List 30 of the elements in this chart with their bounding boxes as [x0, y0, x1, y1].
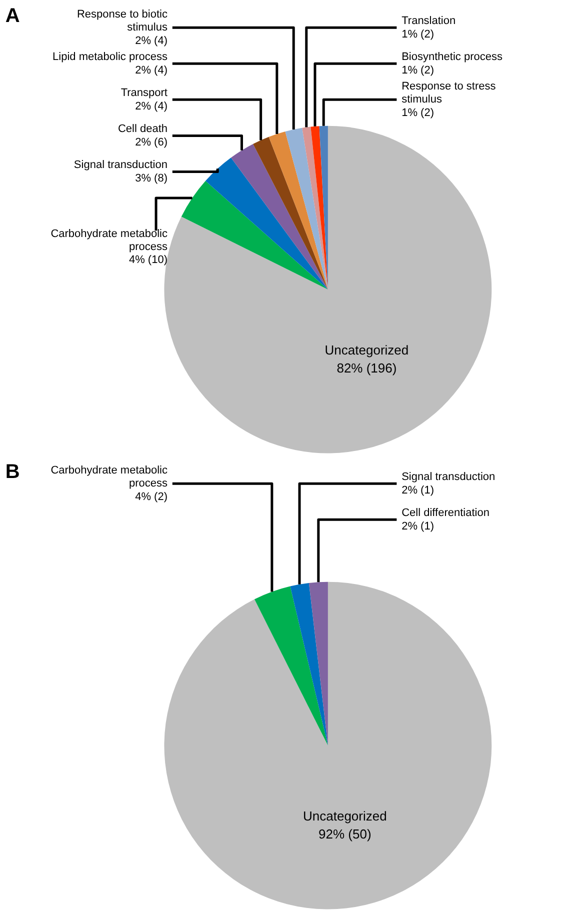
slice-label: Response to stress stimulus: [402, 80, 496, 106]
data-label: 2% (1): [402, 484, 434, 496]
slice-label: Translation: [402, 15, 456, 28]
data-label: 2% (1): [402, 520, 434, 532]
data-label: 2% (6): [135, 136, 168, 148]
slice-label: Uncategorized: [303, 808, 387, 824]
slice-label: Transport: [120, 87, 168, 100]
data-label: 1% (2): [402, 28, 434, 40]
data-label: 1% (2): [402, 106, 434, 119]
data-label: 1% (2): [402, 64, 434, 76]
slice-label: Carbohydrate metabolic process: [50, 228, 168, 254]
data-label: 3% (8): [135, 172, 168, 184]
slice-label: Response to biotic stimulus: [76, 8, 168, 34]
data-label: 92% (50): [318, 826, 372, 842]
data-label: 2% (4): [135, 100, 168, 112]
slice-label: Biosynthetic process: [402, 51, 503, 64]
data-label: 2% (4): [135, 34, 168, 47]
chart-title: A: [5, 4, 20, 27]
slice-label: Signal transduction: [402, 471, 496, 484]
data-label: 4% (10): [128, 254, 168, 266]
slice-label: Uncategorized: [324, 342, 409, 358]
chart-title: B: [5, 460, 20, 483]
slice-label: Lipid metabolic process: [52, 51, 168, 64]
data-label: 2% (4): [135, 64, 168, 76]
slice-label: Carbohydrate metabolic process: [50, 464, 168, 490]
slice-label: Cell differentiation: [402, 507, 490, 520]
slice-label: Signal transduction: [74, 159, 168, 172]
data-label: 82% (196): [336, 360, 397, 376]
slice-label: Cell death: [118, 123, 168, 136]
data-label: 4% (2): [135, 490, 168, 503]
